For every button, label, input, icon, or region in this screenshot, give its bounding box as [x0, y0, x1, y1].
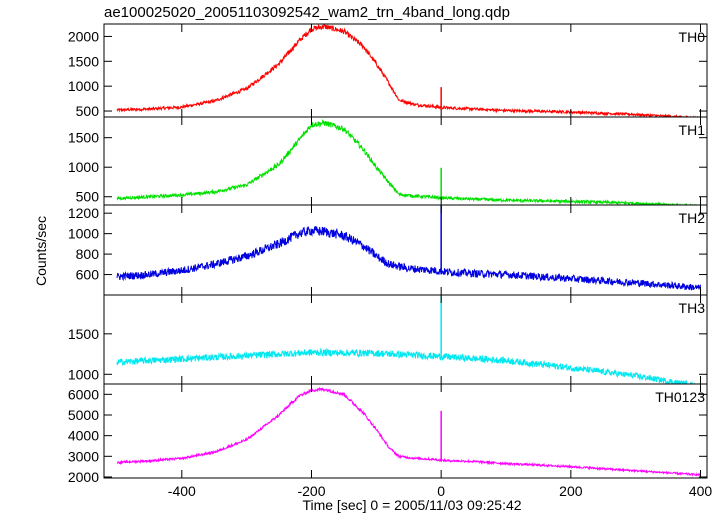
y-tick-label: 500 — [76, 103, 100, 119]
series-name-th3: TH3 — [679, 300, 706, 316]
panel-frame — [103, 294, 708, 385]
y-tick-label: 600 — [76, 267, 100, 283]
chart-title: ae100025020_20051103092542_wam2_trn_4ban… — [104, 4, 510, 21]
series-name-th2: TH2 — [679, 210, 706, 226]
y-tick-label: 1200 — [68, 205, 99, 221]
series-name-th1: TH1 — [679, 122, 706, 138]
y-tick-label: 1000 — [68, 159, 99, 175]
panel-frame — [103, 116, 708, 206]
series-line-th0 — [116, 24, 700, 117]
series-line-th1 — [116, 119, 698, 205]
x-axis-label: Time [sec] 0 = 2005/11/03 09:25:42 — [302, 497, 521, 513]
panel-th1: 500 1000 1500 TH1 — [68, 116, 708, 206]
y-tick-label: 2000 — [68, 469, 99, 485]
panel-th0123: 2000 3000 4000 5000 6000 TH0123 — [68, 383, 708, 485]
panel-th0: 500 1000 1500 2000 TH0 — [68, 23, 708, 119]
series-line-th3 — [116, 347, 700, 384]
x-tick-label: -200 — [297, 483, 325, 499]
series-line-th2 — [116, 226, 701, 291]
x-tick-label: 200 — [559, 483, 583, 499]
y-axis-label: Counts/sec — [33, 216, 49, 286]
series-line-th0123 — [116, 386, 701, 477]
y-tick-label: 1500 — [68, 326, 99, 342]
y-tick-label: 3000 — [68, 448, 99, 464]
panel-th2: 600 800 1000 1200 TH2 — [68, 204, 708, 296]
x-tick-label: -400 — [168, 483, 196, 499]
y-tick-label: 2000 — [68, 28, 99, 44]
series-name-th0: TH0 — [679, 29, 706, 45]
x-tick-label: 400 — [689, 483, 713, 499]
y-tick-label: 1000 — [68, 226, 99, 242]
y-tick-label: 1500 — [68, 130, 99, 146]
x-tick-label: 0 — [437, 483, 445, 499]
y-tick-label: 1000 — [68, 78, 99, 94]
y-tick-label: 500 — [76, 189, 100, 205]
y-tick-label: 4000 — [68, 428, 99, 444]
y-tick-label: 1000 — [68, 366, 99, 382]
y-tick-label: 1500 — [68, 53, 99, 69]
y-tick-label: 800 — [76, 246, 100, 262]
panel-th3: 1000 1500 TH3 — [68, 294, 708, 385]
y-tick-label: 5000 — [68, 407, 99, 423]
y-tick-label: 6000 — [68, 386, 99, 402]
panel-frame — [103, 383, 708, 479]
series-name-th0123: TH0123 — [655, 389, 705, 405]
